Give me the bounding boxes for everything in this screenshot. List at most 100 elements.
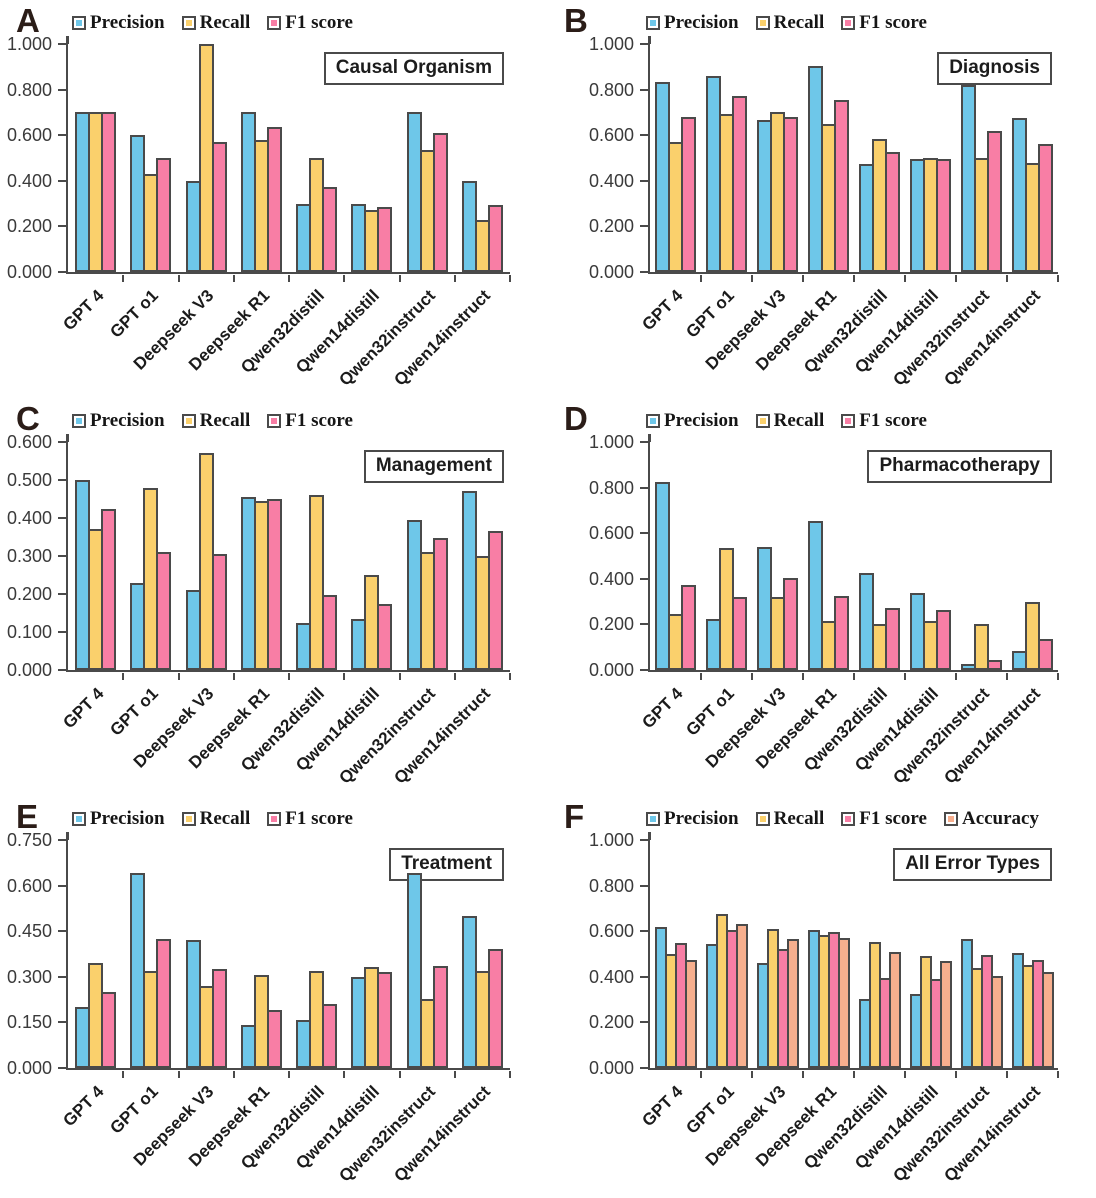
x-tick [700,1070,702,1078]
x-tick [751,1070,753,1078]
bar-f1 [211,554,227,670]
x-axis-labels: GPT 4 GPT o1 Deepseek V3 Deepseek R1 Qwen32d… [639,1078,1056,1198]
plot-area: Treatment [66,840,511,1078]
bar-group [234,497,289,670]
x-axis-labels: GPT 4 GPT o1 Deepseek V3 Deepseek R1 Qwen32d… [59,680,508,800]
bar-f1 [1038,639,1053,670]
x-tick [343,1070,346,1078]
legend: Precision Recall F1 score [646,12,944,34]
y-tick [640,623,648,626]
bar-group [455,491,510,670]
legend-label: Recall [199,808,251,829]
legend-swatch-icon [267,414,282,428]
legend-label: Precision [664,12,739,33]
x-tick [177,1070,180,1078]
legend-swatch-icon [72,414,86,428]
x-tick [700,672,702,680]
x-tick [1057,274,1059,282]
bar-accuracy [888,951,901,1068]
y-axis-label: 0.450 [6,921,52,942]
chart-title-box: Diagnosis [937,52,1052,85]
bar-groups [650,442,1058,670]
bar-recall [1025,601,1040,670]
x-tick [700,274,702,282]
y-axis-label: 0.400 [6,508,52,528]
bar-group [344,966,399,1068]
x-axis-label: GPT 4 [638,1082,687,1131]
x-tick [177,274,180,282]
bar-group [854,138,905,272]
legend-item-f1: F1 score [841,410,927,432]
legend-label: Recall [773,808,825,829]
bar-group [956,624,1007,670]
x-tick [177,672,180,680]
y-tick [640,225,648,228]
x-axis-label: Qwen32instruct [334,684,439,788]
legend-label: F1 score [859,12,927,33]
bar-f1 [101,112,117,272]
chart-title-box: Causal Organism [323,52,504,85]
bar-group [234,112,289,272]
bar-accuracy [939,960,952,1068]
y-tick [640,486,648,489]
legend-item-precision: Precision [72,12,165,34]
x-tick [802,672,804,680]
bar-group [123,135,178,272]
y-axis-line-cap [66,36,69,44]
x-axis-label: Qwen14instruct [940,684,1044,788]
bar-group [1007,118,1058,272]
bar-group [179,453,234,670]
y-axis-label: 0.200 [6,216,52,237]
bar-groups [68,44,510,272]
legend-item-precision: Precision [646,410,739,432]
legend-swatch-icon [181,414,196,428]
y-tick [58,88,66,91]
y-tick [640,669,648,671]
x-tick [904,274,906,282]
x-tick [122,274,125,282]
panel-e: E Precision Recall F1 score 0.750 0.600 0.450 0… [0,796,548,1193]
x-tick [853,672,855,680]
x-tick [343,274,346,282]
legend-item-recall: Recall [181,12,250,34]
bar-f1 [101,992,117,1068]
bar-f1 [987,130,1002,272]
bar-f1 [266,499,282,670]
bar-group [400,112,455,272]
bar-precision [808,520,823,670]
x-axis-labels: GPT 4 GPT o1 Deepseek V3 Deepseek R1 Qwen32d… [59,282,508,402]
bar-group [289,158,344,272]
bar-groups [68,442,510,670]
x-tick [955,1070,957,1078]
legend-label: F1 score [285,410,353,431]
bar-f1 [885,152,900,272]
legend-swatch-icon [72,16,86,30]
y-axis-label: 0.600 [6,432,52,452]
legend-item-f1: F1 score [841,808,927,830]
bar-accuracy [990,975,1003,1068]
bar-f1 [156,552,172,670]
y-tick [640,43,648,45]
y-tick [58,839,66,841]
y-tick [58,179,66,182]
x-axis-labels: GPT 4 GPT o1 Deepseek V3 Deepseek R1 Qwen32d… [639,680,1056,800]
legend-swatch-icon [841,16,856,30]
chart-title-box: Pharmacotherapy [867,450,1052,483]
y-tick [58,517,66,519]
bar-group [701,914,752,1068]
legend-item-precision: Precision [646,808,739,830]
bar-accuracy [684,959,697,1068]
x-axis-label: Qwen14instruct [390,286,494,390]
y-axis-label: 0.400 [588,568,634,589]
bar-group [752,546,803,670]
x-tick [904,672,906,680]
bar-group [344,575,399,670]
x-axis-label: Qwen14instruct [940,1082,1044,1186]
legend-swatch-icon [181,812,196,826]
x-tick [122,672,125,680]
x-tick [453,274,456,282]
x-tick [1006,672,1008,680]
y-tick [58,134,66,137]
bar-f1 [487,949,503,1068]
legend-swatch-icon [943,812,958,826]
